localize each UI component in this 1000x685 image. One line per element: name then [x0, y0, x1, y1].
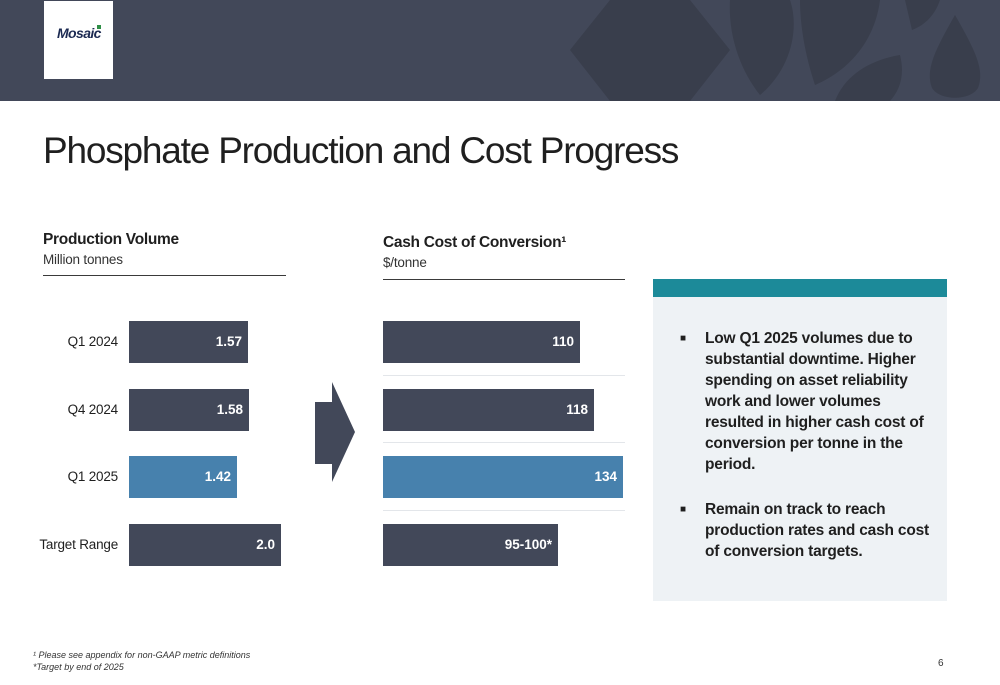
footnote-target: *Target by end of 2025	[33, 662, 124, 672]
bullet-item: ■ Low Q1 2025 volumes due to substantial…	[680, 328, 940, 475]
category-label: Q1 2024	[67, 334, 119, 349]
page-number: 6	[938, 658, 944, 669]
data-label: 118	[566, 402, 588, 417]
bar-q1-2024	[383, 321, 580, 363]
bar-q1-2025	[383, 456, 623, 498]
square-bullet-icon: ■	[680, 333, 686, 344]
logo-container: Mosaic	[44, 1, 113, 79]
footnote-non-gaap: ¹ Please see appendix for non-GAAP metri…	[33, 650, 251, 660]
panel-accent-band	[653, 279, 947, 297]
decorative-leaf-pattern	[570, 0, 981, 101]
data-label: 134	[594, 469, 617, 484]
bar-q4-2024	[129, 389, 249, 431]
bar-q1-2024	[129, 321, 248, 363]
data-label: 95-100*	[504, 537, 552, 552]
bullet-item: ■ Remain on track to reach production ra…	[680, 499, 940, 562]
data-label: 1.42	[204, 469, 231, 484]
mosaic-logo: Mosaic	[57, 25, 101, 41]
header-banner: Mosaic	[0, 0, 1000, 101]
production-volume-subtitle: Million tonnes	[43, 252, 123, 267]
bar-q4-2024	[383, 389, 594, 431]
cash-cost-rule	[383, 279, 625, 280]
production-volume-header: Production Volume Million tonnes	[43, 231, 179, 267]
gridline	[383, 375, 625, 376]
bullet-text: Remain on track to reach production rate…	[705, 501, 929, 560]
commentary-panel: ■ Low Q1 2025 volumes due to substantial…	[653, 279, 947, 601]
production-volume-title: Production Volume	[43, 231, 179, 248]
bullet-text: Low Q1 2025 volumes due to substantial d…	[705, 330, 924, 473]
cash-cost-subtitle: $/tonne	[383, 255, 427, 270]
category-label: Q4 2024	[67, 402, 119, 417]
data-label: 2.0	[256, 537, 275, 552]
data-label: 1.58	[216, 402, 243, 417]
arrow-right-icon	[315, 382, 355, 482]
cash-cost-header: Cash Cost of Conversion¹ $/tonne	[383, 234, 566, 270]
logo-mark-icon	[97, 25, 101, 29]
data-label: 110	[552, 334, 574, 349]
production-volume-rule	[43, 275, 286, 276]
page-title: Phosphate Production and Cost Progress	[43, 130, 679, 171]
gridline	[383, 510, 625, 511]
bar-target-range	[383, 524, 558, 566]
category-label: Q1 2025	[67, 469, 119, 484]
bar-q1-2025	[129, 456, 237, 498]
data-label: 1.57	[215, 334, 242, 349]
cash-cost-title: Cash Cost of Conversion¹	[383, 234, 567, 251]
gridline	[383, 442, 625, 443]
category-label: Target Range	[39, 537, 118, 552]
square-bullet-icon: ■	[680, 504, 686, 515]
bar-target-range	[129, 524, 281, 566]
